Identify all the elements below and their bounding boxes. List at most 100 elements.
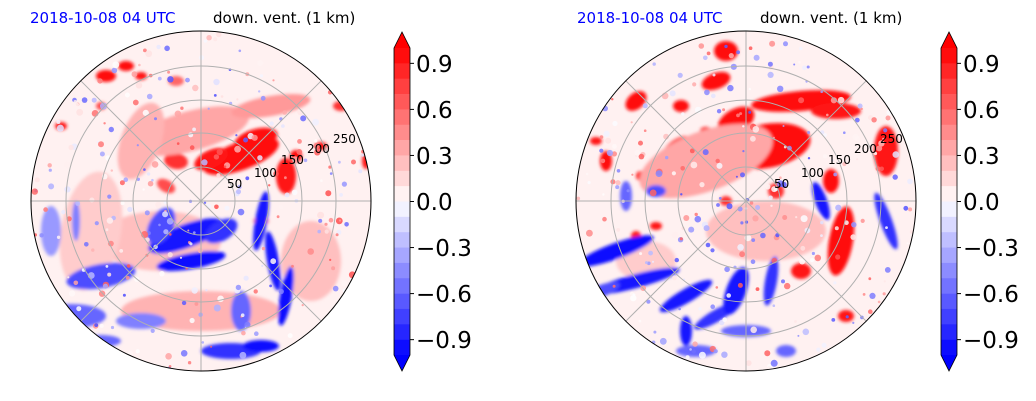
panel-2-field-speckle [749,201,754,205]
panel-1-field-speckle [291,264,294,268]
panel-1-field-speckle [245,176,250,181]
panel-2-field-speckle [750,326,757,334]
panel-2-field-speckle [692,341,698,347]
panel-2-field-speckle [710,304,715,310]
panel-1-field-speckle [189,317,195,324]
panel-1-radial-label-50: 50 [227,177,242,191]
panel-2-field-speckle [727,84,734,92]
panel-2-field-speckle [643,129,647,132]
panel-1-field-speckle [69,290,76,297]
panel-2-field-speckle [742,150,745,153]
panel-2-field-speckle [800,245,806,251]
panel-1-field-speckle [105,265,109,268]
panel-2-colorbar-tick-2: 0.3 [963,144,1000,170]
panel-1-polar-map: 50 100 150 200 250 [30,30,372,372]
panel-2-field-speckle [751,238,756,243]
panel-2-field-speckle [883,128,888,133]
panel-2-field-feature [590,137,602,145]
panel-1-field-speckle [240,313,245,318]
panel-2-field-speckle [843,131,846,134]
panel-1-field-speckle [329,172,333,175]
panel-2-field-speckle [672,275,677,281]
panel-1-field-speckle [235,134,238,137]
panel-1-field-speckle [135,349,140,354]
panel-2-field-speckle [630,294,637,302]
panel-2-field-speckle [736,50,740,55]
panel-2-field-speckle [820,220,824,225]
panel-1-field-feature [148,218,224,254]
panel-2-title-date: 2018-10-08 04 UTC [577,9,723,27]
panel-2-field-speckle [868,277,872,281]
panel-1-field-speckle [284,192,290,198]
panel-2-field-speckle [739,112,743,116]
panel-2-field-feature [701,71,731,91]
panel-2-field-speckle [852,321,855,324]
panel-2-field-speckle [634,149,641,156]
panel-1-field-speckle [64,186,71,193]
panel-2-field-speckle [715,158,720,164]
panel-1-field-speckle [234,145,242,153]
panel-1-field-speckle [251,134,258,141]
panel-1-field-speckle [143,168,146,171]
panel-1-field-speckle [214,204,219,210]
panel-2-field-speckle [587,181,591,185]
panel-2-field-speckle [793,63,796,66]
panel-2-field-speckle [599,135,604,139]
panel-1-colorbar-tick-6: −0.9 [416,328,472,354]
panel-2-field-speckle [630,121,633,124]
panel-1-field-speckle [331,266,336,271]
panel-1-field-speckle [181,300,187,306]
panel-1-field-speckle [76,108,84,116]
panel-1-field-speckle [126,264,131,268]
panel-1-field-speckle [111,67,118,74]
panel-1-field-speckle [236,98,239,101]
panel-2-field-speckle [722,108,726,112]
panel-2-field-speckle [691,349,696,354]
panel-1-field-speckle [223,165,227,168]
panel-1-field-speckle [268,184,271,187]
panel-1-field-speckle [296,149,303,155]
panel-1-field-speckle [192,231,196,235]
panel-1-field-speckle [155,201,162,208]
panel-2-colorbar-band [941,278,957,294]
panel-2-field-speckle [632,293,636,297]
panel-2-field-speckle [718,196,722,200]
panel-2-field-speckle [779,176,782,179]
panel-1-field-speckle [194,302,199,306]
panel-1-field-speckle [119,249,124,253]
panel-1-colorbar-tick-4: −0.3 [416,236,472,262]
panel-2-colorbar: 0.9 0.6 0.3 0.0 −0.3 −0.6 −0.9 [940,31,1019,372]
panel-2-field-speckle [879,166,884,172]
panel-2-field-speckle [770,359,778,367]
panel-1-field-speckle [341,280,348,287]
panel-1-field-speckle [151,161,159,168]
panel-1-colorbar-band [394,63,410,79]
panel-1-colorbar-band [394,186,410,202]
panel-1-field-speckle [329,258,332,261]
panel-2-field-speckle [716,162,723,169]
panel-2-field-speckle [798,60,801,64]
panel-1-field-speckle [97,78,103,84]
panel-1-field-speckle [157,76,162,81]
panel-2-field-speckle [713,349,718,354]
panel-1-colorbar-band [394,247,410,264]
panel-2-field-speckle [811,251,816,256]
panel-1-field-speckle [197,247,203,253]
panel-2-field-feature [874,192,898,250]
panel-1-field-speckle [328,217,334,223]
panel-2-field-speckle [615,180,621,186]
panel-1-field-speckle [241,330,246,336]
panel-1-field-speckle [284,176,287,180]
panel-2-field-speckle [750,135,756,142]
panel-2-field-speckle [616,228,621,232]
panel-1-field-speckle [47,163,52,168]
panel-2-field-feature [620,181,632,211]
panel-2-field-speckle [611,98,614,101]
panel-2-field-speckle [807,131,811,134]
panel-1-field-speckle [64,161,71,169]
panel-2-field-speckle [877,300,881,304]
panel-1-field-feature [281,221,341,301]
panel-1-field-speckle [61,209,66,215]
panel-2-field-speckle [845,315,849,319]
panel-1-field-speckle [260,95,266,101]
